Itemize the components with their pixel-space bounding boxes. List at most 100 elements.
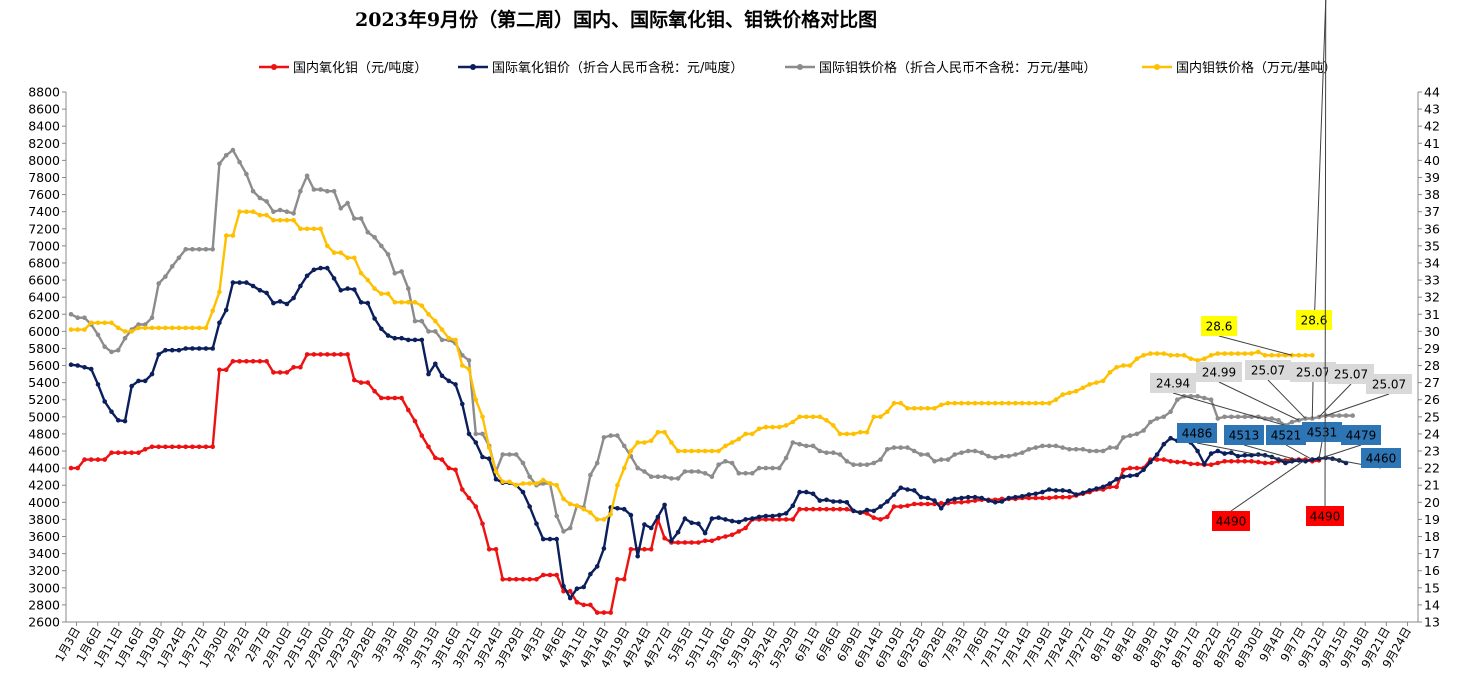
data-point-domestic-femo bbox=[210, 308, 215, 314]
data-point-domestic-moo3 bbox=[1046, 495, 1052, 501]
data-point-intl-moo3 bbox=[486, 456, 492, 462]
left-tick-label: 6800 bbox=[28, 255, 60, 270]
data-point-intl-femo bbox=[392, 270, 398, 276]
data-point-domestic-femo bbox=[716, 448, 721, 454]
data-point-intl-femo bbox=[115, 347, 121, 353]
data-point-domestic-femo bbox=[878, 414, 883, 420]
data-point-intl-moo3 bbox=[1087, 488, 1092, 493]
right-tick-label: 23 bbox=[1424, 444, 1440, 459]
right-tick-label: 16 bbox=[1424, 563, 1440, 578]
data-point-domestic-femo bbox=[460, 363, 465, 368]
data-point-domestic-moo3 bbox=[911, 501, 917, 507]
data-point-domestic-femo bbox=[1229, 351, 1234, 356]
data-point-domestic-moo3 bbox=[702, 538, 708, 544]
data-point-intl-moo3 bbox=[1148, 459, 1153, 465]
data-point-domestic-femo bbox=[358, 270, 364, 276]
data-point-intl-femo bbox=[385, 252, 391, 257]
data-point-intl-moo3 bbox=[648, 525, 654, 531]
data-point-intl-moo3 bbox=[379, 326, 384, 332]
data-point-domestic-moo3 bbox=[453, 467, 458, 473]
data-point-domestic-femo bbox=[250, 209, 256, 214]
data-point-intl-femo bbox=[540, 481, 546, 486]
data-point-domestic-femo bbox=[331, 250, 337, 255]
data-point-domestic-moo3 bbox=[891, 504, 897, 509]
data-point-intl-femo bbox=[223, 153, 229, 158]
data-point-intl-moo3 bbox=[1168, 435, 1173, 441]
data-point-intl-moo3 bbox=[1067, 488, 1072, 494]
data-point-intl-moo3 bbox=[581, 584, 586, 590]
data-label: 4521 bbox=[1271, 429, 1302, 443]
data-point-domestic-moo3 bbox=[1249, 459, 1254, 464]
data-point-domestic-moo3 bbox=[1195, 461, 1200, 467]
data-point-domestic-moo3 bbox=[810, 506, 816, 512]
leader-line bbox=[1243, 444, 1299, 461]
data-point-intl-femo bbox=[1343, 413, 1349, 418]
data-point-intl-moo3 bbox=[588, 571, 593, 577]
data-label: 4490 bbox=[1310, 510, 1341, 524]
data-point-domestic-femo bbox=[311, 226, 317, 232]
data-labels: 28.6 28.6 24.94 24.99 25.07 25.07 25.07 25.07 44… bbox=[1150, 0, 1412, 531]
data-point-domestic-femo bbox=[1013, 400, 1018, 406]
data-label-box bbox=[1341, 425, 1381, 445]
data-point-intl-moo3 bbox=[419, 337, 425, 343]
data-point-domestic-femo bbox=[736, 436, 742, 442]
data-point-domestic-moo3 bbox=[1121, 467, 1126, 473]
right-tick-label: 43 bbox=[1424, 102, 1440, 117]
data-point-domestic-femo bbox=[675, 448, 681, 454]
data-point-intl-moo3 bbox=[662, 502, 667, 508]
data-point-intl-moo3 bbox=[750, 516, 755, 521]
data-point-domestic-femo bbox=[433, 318, 438, 324]
data-point-domestic-moo3 bbox=[952, 500, 957, 505]
data-label-box bbox=[1201, 316, 1237, 336]
data-point-domestic-femo bbox=[1222, 351, 1227, 356]
left-tick-label: 8200 bbox=[28, 136, 60, 151]
data-point-domestic-femo bbox=[318, 226, 323, 232]
data-point-intl-femo bbox=[102, 344, 107, 350]
data-point-intl-moo3 bbox=[1134, 472, 1140, 478]
data-point-domestic-femo bbox=[621, 465, 627, 471]
data-point-intl-moo3 bbox=[358, 300, 364, 305]
data-point-domestic-moo3 bbox=[804, 506, 809, 512]
data-point-domestic-femo bbox=[999, 400, 1005, 406]
data-point-intl-femo bbox=[244, 171, 249, 177]
data-point-intl-moo3 bbox=[433, 361, 438, 367]
data-point-intl-femo bbox=[1208, 397, 1214, 403]
data-point-domestic-moo3 bbox=[460, 487, 465, 492]
data-point-intl-femo bbox=[1073, 447, 1079, 452]
data-point-domestic-femo bbox=[203, 325, 209, 331]
data-label: 24.99 bbox=[1202, 366, 1236, 380]
left-tick-label: 3400 bbox=[28, 546, 60, 561]
left-tick-label: 7400 bbox=[28, 204, 60, 219]
data-point-intl-moo3 bbox=[493, 476, 499, 482]
data-point-intl-femo bbox=[1350, 413, 1355, 418]
right-tick-label: 31 bbox=[1424, 307, 1440, 322]
data-point-intl-femo bbox=[642, 469, 647, 474]
data-point-intl-moo3 bbox=[325, 265, 330, 271]
data-point-domestic-femo bbox=[298, 226, 303, 232]
leader-line bbox=[1313, 0, 1327, 331]
data-point-intl-femo bbox=[1040, 443, 1045, 449]
data-point-intl-femo bbox=[858, 462, 863, 468]
data-point-domestic-femo bbox=[723, 443, 728, 449]
data-point-domestic-moo3 bbox=[176, 444, 182, 450]
data-point-intl-moo3 bbox=[837, 499, 843, 504]
data-label: 28.6 bbox=[1206, 320, 1233, 334]
data-point-intl-moo3 bbox=[959, 495, 964, 501]
data-point-domestic-femo bbox=[1175, 353, 1180, 358]
data-point-domestic-moo3 bbox=[399, 395, 404, 401]
data-point-domestic-femo bbox=[885, 409, 890, 415]
data-point-intl-moo3 bbox=[1242, 453, 1248, 458]
data-point-intl-moo3 bbox=[1114, 476, 1119, 482]
data-point-domestic-moo3 bbox=[183, 444, 188, 450]
data-point-domestic-femo bbox=[122, 329, 128, 334]
data-point-domestic-femo bbox=[635, 440, 640, 445]
data-point-domestic-femo bbox=[911, 406, 917, 411]
data-point-intl-femo bbox=[588, 472, 593, 478]
data-point-intl-moo3 bbox=[628, 512, 634, 518]
data-point-domestic-moo3 bbox=[1222, 459, 1227, 464]
data-point-intl-moo3 bbox=[1100, 484, 1106, 490]
data-point-intl-moo3 bbox=[257, 288, 263, 293]
data-point-domestic-femo bbox=[1080, 385, 1086, 391]
data-point-intl-moo3 bbox=[1040, 489, 1045, 495]
data-point-domestic-moo3 bbox=[1215, 460, 1221, 466]
